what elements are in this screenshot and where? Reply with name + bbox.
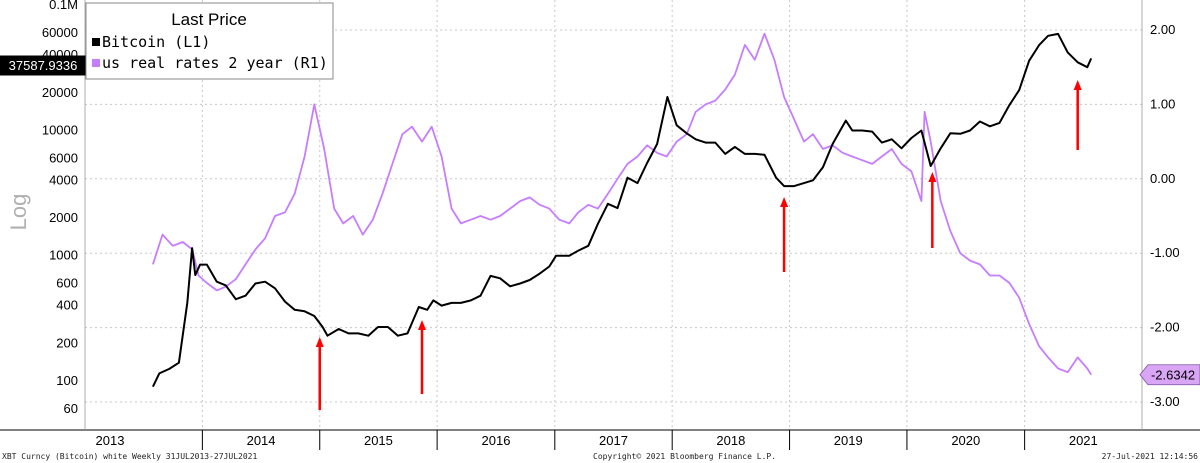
annotation-arrows — [315, 80, 1082, 410]
x-year-label: 2021 — [1069, 433, 1098, 448]
right-tick-label: 0.00 — [1150, 171, 1175, 186]
left-tick-label: 200 — [56, 335, 78, 350]
last-value-badges: 37587.9336 -2.6342 — [0, 55, 1200, 386]
x-year-label: 2015 — [364, 433, 393, 448]
left-tick-label: 6000 — [49, 150, 78, 165]
right-tick-label: -3.00 — [1150, 394, 1180, 409]
left-tick-label: 60 — [64, 401, 78, 416]
left-tick-label: 10000 — [42, 122, 78, 137]
right-tick-label: -2.00 — [1150, 320, 1180, 335]
x-year-label: 2013 — [96, 433, 125, 448]
x-year-label: 2018 — [716, 433, 745, 448]
left-tick-label: 60000 — [42, 25, 78, 40]
left-tick-label: 600 — [56, 276, 78, 291]
x-axis: 2013 2014 2015 2016 2017 2018 2019 2020 2021 — [0, 0, 1200, 450]
rates-series-line — [152, 32, 1092, 376]
left-axis-ticks: 0.1M600004000020000100006000400020001000… — [42, 0, 78, 416]
left-tick-label: 4000 — [49, 172, 78, 187]
x-year-label: 2016 — [482, 433, 511, 448]
x-year-label: 2014 — [247, 433, 276, 448]
legend-item-bitcoin: Bitcoin (L1) — [102, 33, 210, 51]
left-axis-label: Log — [6, 194, 31, 231]
bitcoin-last-value: 37587.9336 — [9, 58, 78, 73]
legend-swatch-bitcoin — [92, 38, 100, 46]
red-arrow — [780, 197, 789, 272]
x-year-label: 2017 — [599, 433, 628, 448]
x-year-label: 2020 — [951, 433, 980, 448]
legend-swatch-rates — [92, 59, 100, 67]
red-arrow — [1073, 80, 1082, 150]
right-tick-label: 1.00 — [1150, 96, 1175, 111]
bitcoin-series-line — [151, 32, 1093, 388]
red-arrow — [418, 320, 427, 394]
footer-center: Copyright© 2021 Bloomberg Finance L.P. — [593, 452, 776, 461]
legend-title: Last Price — [171, 10, 247, 29]
legend: Last Price Bitcoin (L1) us real rates 2 … — [85, 2, 334, 80]
legend-box — [85, 2, 334, 80]
right-tick-label: -1.00 — [1150, 245, 1180, 260]
rates-last-value: -2.6342 — [1151, 367, 1195, 382]
red-arrow — [315, 337, 324, 410]
bitcoin-last-value-badge: 37587.9336 — [0, 55, 94, 76]
x-year-label: 2019 — [834, 433, 863, 448]
left-tick-label: 1000 — [49, 248, 78, 263]
rates-last-value-badge: -2.6342 — [1139, 364, 1200, 386]
left-tick-label: 400 — [56, 298, 78, 313]
footer-right: 27-Jul-2021 12:14:56 — [1102, 452, 1199, 461]
left-tick-label: 0.1M — [49, 0, 78, 12]
footer-left: XBT Curncy (Bitcoin) white Weekly 31JUL2… — [2, 452, 257, 461]
red-arrow — [928, 172, 937, 248]
left-tick-label: 2000 — [49, 210, 78, 225]
legend-item-rates: us real rates 2 year (R1) — [102, 54, 328, 72]
series-layer — [151, 32, 1093, 388]
left-tick-label: 100 — [56, 373, 78, 388]
right-axis-ticks: 2.00 1.00 0.00 -1.00 -2.00 -3.00 — [1150, 22, 1180, 409]
right-tick-label: 2.00 — [1150, 22, 1175, 37]
left-tick-label: 20000 — [42, 85, 78, 100]
